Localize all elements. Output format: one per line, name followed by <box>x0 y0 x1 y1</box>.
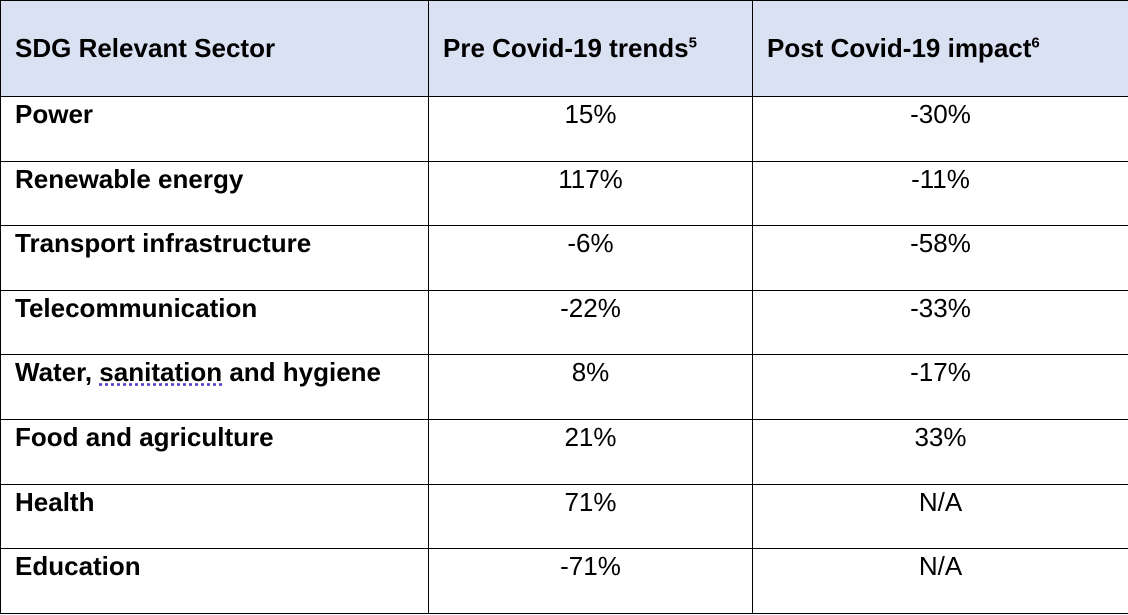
sector-cell: Transport infrastructure <box>0 225 429 291</box>
pre-covid-cell: -6% <box>428 225 753 291</box>
table-row: Telecommunication -22% -33% <box>0 289 1128 356</box>
post-covid-cell: -30% <box>752 96 1128 162</box>
post-covid-cell: 33% <box>752 418 1128 485</box>
table-row: Water, sanitation and hygiene 8% -17% <box>0 354 1128 420</box>
sector-cell: Power <box>0 96 429 162</box>
header-pre-covid: Pre Covid-19 trends5 <box>428 0 753 97</box>
header-row: SDG Relevant Sector Pre Covid-19 trends5… <box>0 0 1128 97</box>
pre-covid-cell: 21% <box>428 418 753 485</box>
post-covid-cell: N/A <box>752 483 1128 550</box>
spellcheck-underlined-word[interactable]: sanitation <box>99 357 223 388</box>
table-header: SDG Relevant Sector Pre Covid-19 trends5… <box>0 0 1128 97</box>
post-covid-cell: N/A <box>752 548 1128 614</box>
pre-covid-cell: 15% <box>428 96 753 162</box>
post-covid-cell: -58% <box>752 225 1128 291</box>
table-row: Renewable energy 117% -11% <box>0 160 1128 227</box>
table-body: Power 15% -30% Renewable energy 117% -11… <box>0 96 1128 614</box>
post-covid-cell: -17% <box>752 354 1128 420</box>
header-post-covid: Post Covid-19 impact6 <box>752 0 1128 97</box>
pre-covid-cell: 117% <box>428 160 753 227</box>
table-row: Transport infrastructure -6% -58% <box>0 225 1128 291</box>
pre-covid-cell: -22% <box>428 289 753 356</box>
header-sector: SDG Relevant Sector <box>0 0 429 97</box>
sector-cell: Health <box>0 483 429 550</box>
footnote-5-marker: 5 <box>688 34 697 52</box>
sector-cell: Food and agriculture <box>0 418 429 485</box>
pre-covid-cell: -71% <box>428 548 753 614</box>
pre-covid-cell: 8% <box>428 354 753 420</box>
sector-text-part: Water, <box>15 357 100 388</box>
table-row: Education -71% N/A <box>0 548 1128 614</box>
post-covid-cell: -33% <box>752 289 1128 356</box>
sector-cell: Water, sanitation and hygiene <box>0 354 429 420</box>
header-sector-label: SDG Relevant Sector <box>15 33 276 63</box>
table-row: Health 71% N/A <box>0 483 1128 550</box>
post-covid-cell: -11% <box>752 160 1128 227</box>
table-row: Food and agriculture 21% 33% <box>0 418 1128 485</box>
sector-cell: Education <box>0 548 429 614</box>
header-pre-covid-label: Pre Covid-19 trends <box>443 33 689 63</box>
sector-cell: Renewable energy <box>0 160 429 227</box>
header-post-covid-label: Post Covid-19 impact <box>767 33 1032 63</box>
footnote-6-marker: 6 <box>1031 34 1040 52</box>
table-row: Power 15% -30% <box>0 96 1128 162</box>
sector-cell: Telecommunication <box>0 289 429 356</box>
sector-text-part: and hygiene <box>222 357 382 388</box>
pre-covid-cell: 71% <box>428 483 753 550</box>
